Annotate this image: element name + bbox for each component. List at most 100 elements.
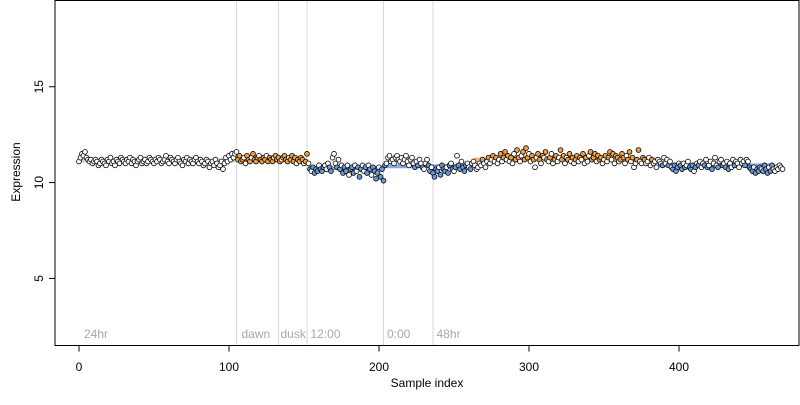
data-point xyxy=(220,166,226,172)
data-point xyxy=(364,170,370,176)
data-point xyxy=(685,158,691,165)
data-point xyxy=(587,149,594,155)
data-point xyxy=(386,152,393,159)
data-point xyxy=(745,158,751,165)
data-point xyxy=(373,175,379,182)
data-point xyxy=(542,149,549,155)
data-point xyxy=(532,164,538,171)
data-point xyxy=(514,147,520,153)
data-point xyxy=(626,149,633,155)
data-point xyxy=(517,158,523,165)
data-point xyxy=(421,166,427,172)
data-point xyxy=(406,162,412,169)
data-point xyxy=(391,160,397,167)
y-axis-label: Expression xyxy=(9,142,23,201)
data-point xyxy=(608,156,615,163)
data-point xyxy=(250,151,256,157)
data-point xyxy=(454,152,460,159)
annotation-label: dusk xyxy=(281,327,307,341)
data-point xyxy=(584,158,591,165)
data-point xyxy=(328,168,334,174)
data-point xyxy=(509,160,516,167)
x-tick-label: 100 xyxy=(219,360,239,374)
data-point xyxy=(497,151,504,157)
data-point xyxy=(511,151,517,157)
data-point xyxy=(635,147,642,153)
time-annotations: 24hr dawn dusk 12:00 0:00 48hr xyxy=(84,327,461,341)
data-point xyxy=(779,166,786,172)
divider-lines xyxy=(236,0,434,346)
data-point xyxy=(346,172,352,178)
data-point xyxy=(356,174,363,180)
data-point xyxy=(736,164,742,171)
x-axis: 0 100 200 300 400 xyxy=(76,345,689,374)
data-point xyxy=(163,152,169,159)
data-point xyxy=(304,151,310,157)
data-point xyxy=(548,151,555,157)
data-point xyxy=(611,160,618,167)
data-point xyxy=(431,174,438,180)
data-point xyxy=(305,160,312,167)
annotation-label: 0:00 xyxy=(387,327,411,341)
data-point xyxy=(377,174,384,180)
x-tick-label: 300 xyxy=(519,360,539,374)
data-point xyxy=(742,162,748,169)
data-point xyxy=(380,177,387,184)
data-point xyxy=(566,151,573,157)
data-point xyxy=(424,156,430,163)
y-tick-label: 5 xyxy=(32,275,46,282)
data-point xyxy=(578,156,585,163)
data-point xyxy=(718,156,724,163)
data-point xyxy=(458,158,465,165)
data-point xyxy=(520,149,526,155)
data-point xyxy=(368,172,375,178)
data-point xyxy=(374,170,381,176)
data-point xyxy=(379,166,385,172)
data-point xyxy=(409,154,415,161)
annotation-label: 12:00 xyxy=(311,327,341,341)
x-tick-label: 400 xyxy=(669,360,689,374)
data-point xyxy=(562,160,568,167)
data-points xyxy=(76,145,786,184)
data-point xyxy=(653,164,660,171)
data-point xyxy=(343,168,349,174)
data-point xyxy=(331,151,337,157)
data-point xyxy=(538,160,544,167)
data-point xyxy=(116,160,123,167)
data-point xyxy=(535,151,541,157)
data-point xyxy=(344,162,351,169)
data-point xyxy=(233,149,240,155)
data-point xyxy=(622,160,628,167)
data-point xyxy=(461,168,468,174)
data-point xyxy=(179,162,186,169)
data-point xyxy=(107,154,114,161)
x-tick-label: 0 xyxy=(76,360,83,374)
data-point xyxy=(242,160,249,167)
data-point xyxy=(502,149,508,155)
data-point xyxy=(137,154,144,161)
data-point xyxy=(508,154,514,161)
data-point xyxy=(712,154,718,161)
data-point xyxy=(166,160,172,167)
data-point xyxy=(715,164,721,171)
data-point xyxy=(82,149,88,155)
data-point xyxy=(467,166,474,172)
x-tick-label: 200 xyxy=(369,360,389,374)
data-point xyxy=(103,162,109,169)
data-point xyxy=(482,164,489,171)
data-point xyxy=(523,145,529,151)
x-axis-label: Sample index xyxy=(391,376,464,390)
data-point xyxy=(112,162,118,169)
annotation-label: 24hr xyxy=(84,327,108,341)
data-point xyxy=(557,147,564,153)
data-point xyxy=(403,152,409,159)
data-point xyxy=(580,151,586,157)
annotation-label: 48hr xyxy=(437,327,461,341)
data-point xyxy=(667,158,673,165)
data-point xyxy=(428,164,435,171)
annotation-label: dawn xyxy=(242,327,271,341)
data-point xyxy=(335,156,342,163)
y-axis: 5 10 15 xyxy=(32,80,56,282)
